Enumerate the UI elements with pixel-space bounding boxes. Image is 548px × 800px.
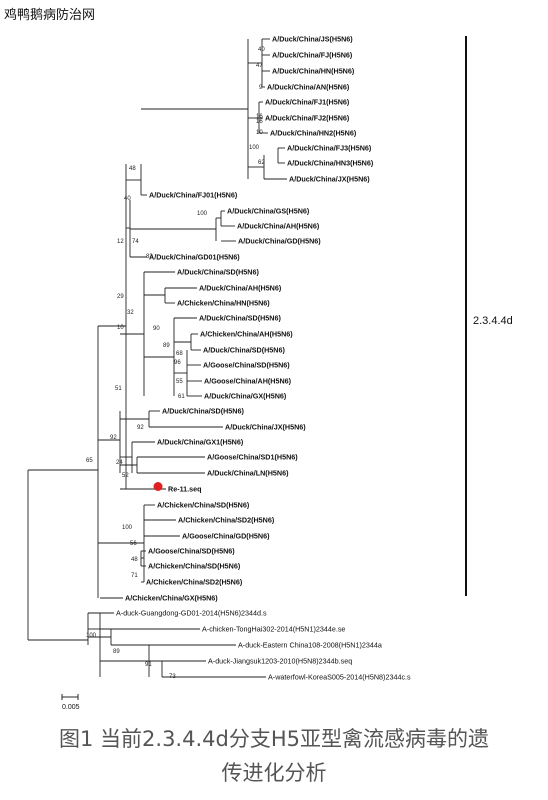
taxon-label: A/Chicken/China/HN(H5N6) <box>177 299 270 308</box>
support-value: 55 <box>176 379 183 385</box>
taxon-label: A/Duck/China/FJ1(H5N6) <box>265 98 350 107</box>
taxon-label: A/Duck/China/GD01(H5N6) <box>149 253 240 262</box>
caption-line-1: 图1 当前2.3.4.4d分支H5亚型禽流感病毒的遗 <box>59 727 489 751</box>
support-value: 65 <box>86 458 93 464</box>
taxon-label: A/Chicken/China/SD2(H5N6) <box>178 516 275 525</box>
support-value: 47 <box>256 63 263 69</box>
taxon-label: A/Duck/China/SD(H5N6) <box>162 407 244 416</box>
support-value: 100 <box>122 525 133 531</box>
support-value: 74 <box>132 239 139 245</box>
taxon-label: A/Duck/China/LN(H5N6) <box>207 469 289 478</box>
support-value: 52 <box>122 473 129 479</box>
taxon-label: A/Duck/China/JX(H5N6) <box>225 423 306 432</box>
phylogenetic-tree: A/Duck/China/JS(H5N6) A/Duck/China/FJ(H5N… <box>27 35 513 711</box>
support-value: 100 <box>197 211 208 217</box>
taxon-label: A-duck-Jiangsuk1203-2010(H5N8)2344b.seq <box>208 657 352 666</box>
taxon-label: A/Duck/China/AH(H5N6) <box>199 284 282 293</box>
support-value: 56 <box>130 541 137 547</box>
support-value: 16 <box>256 119 263 125</box>
taxon-label: A-duck-Guangdong-GD01-2014(H5N6)2344d.s <box>116 609 267 618</box>
support-value: 24 <box>116 460 123 466</box>
support-value: 48 <box>131 557 138 563</box>
support-value: 32 <box>127 310 134 316</box>
support-value: 48 <box>129 166 136 172</box>
taxon-label: A/Duck/China/AN(H5N6) <box>267 83 350 92</box>
caption-line-2: 传进化分析 <box>221 761 327 785</box>
support-value: 51 <box>115 386 122 392</box>
scale-bar-label: 0.005 <box>62 704 80 711</box>
taxon-label: A/Duck/China/HN(H5N6) <box>272 67 355 76</box>
taxon-label: A/Chicken/China/GX(H5N6) <box>125 594 218 603</box>
taxon-label: A-waterfowl-KoreaS005-2014(H5N8)2344c.s <box>268 673 411 682</box>
support-value: 83 <box>146 254 153 260</box>
taxon-label: A/Duck/China/SD(H5N6) <box>199 314 281 323</box>
taxon-label: A/Duck/China/GD(H5N6) <box>238 237 321 246</box>
support-value: 100 <box>249 145 260 151</box>
support-value: 100 <box>86 633 97 639</box>
support-value: 9 <box>259 85 263 91</box>
taxon-label: A/Chicken/China/SD2(H5N6) <box>146 578 243 587</box>
support-value: 29 <box>117 294 124 300</box>
taxon-label: A/Duck/China/JS(H5N6) <box>272 35 353 44</box>
taxon-label: A/Duck/China/GX(H5N6) <box>204 392 287 401</box>
taxon-label: A/Goose/China/SD(H5N6) <box>148 547 235 556</box>
support-value: 89 <box>163 343 170 349</box>
support-value: 68 <box>176 351 183 357</box>
taxon-label: A/Duck/China/FJ(H5N6) <box>272 51 353 60</box>
taxon-label: A/Chicken/China/SD(H5N6) <box>148 562 241 571</box>
highlight-marker <box>153 482 163 491</box>
taxon-label: A/Goose/China/SD1(H5N6) <box>207 453 298 462</box>
support-value: 10 <box>117 325 124 331</box>
support-value: 89 <box>113 649 120 655</box>
taxon-label: A/Chicken/China/AH(H5N6) <box>200 330 293 339</box>
support-value: 91 <box>145 662 152 668</box>
taxon-label: A-chicken-TongHai302-2014(H5N1)2344e.se <box>202 625 345 634</box>
taxon-label: A/Goose/China/SD(H5N6) <box>203 361 290 370</box>
scale-bar: 0.005 <box>61 694 80 711</box>
taxon-label: A/Goose/China/GD(H5N6) <box>182 532 270 541</box>
taxon-label: Re-11.seq <box>168 485 202 494</box>
taxon-label: A/Duck/China/GS(H5N6) <box>227 207 310 216</box>
support-value: 92 <box>110 435 117 441</box>
support-value: 71 <box>131 573 138 579</box>
clade-label: 2.3.4.4d <box>473 315 513 327</box>
support-value: 92 <box>137 425 144 431</box>
support-value: 40 <box>258 47 265 53</box>
support-value: 10 <box>256 130 263 136</box>
support-value: 12 <box>117 239 124 245</box>
watermark-text: 鸡鸭鹅病防治网 <box>4 8 96 23</box>
taxon-label: A/Duck/China/FJ3(H5N6) <box>287 144 372 153</box>
support-value: 61 <box>178 394 185 400</box>
taxon-label: A/Duck/China/HN2(H5N6) <box>270 129 357 138</box>
support-value: 96 <box>174 360 181 366</box>
support-value: 16 <box>256 114 263 120</box>
taxon-label: A/Duck/China/AH(H5N6) <box>237 222 320 231</box>
support-value: 73 <box>169 674 176 680</box>
taxon-label: A/Duck/China/JX(H5N6) <box>289 175 370 184</box>
support-value: 62 <box>258 160 265 166</box>
taxon-label: A/Duck/China/SD(H5N6) <box>177 268 259 277</box>
figure-caption: 图1 当前2.3.4.4d分支H5亚型禽流感病毒的遗 传进化分析 <box>0 722 548 790</box>
taxon-label: A/Goose/China/AH(H5N6) <box>204 377 292 386</box>
taxon-label: A/Duck/China/FJ01(H5N6) <box>149 191 238 200</box>
taxon-label: A-duck-Eastern China108-2008(H5N1)2344a <box>238 641 382 650</box>
taxon-label: A/Duck/China/SD(H5N6) <box>203 346 285 355</box>
taxon-label: A/Duck/China/GX1(H5N6) <box>157 438 244 447</box>
taxon-label: A/Chicken/China/SD(H5N6) <box>157 501 250 510</box>
taxon-label: A/Duck/China/HN3(H5N6) <box>287 159 374 168</box>
support-value: 90 <box>153 326 160 332</box>
support-value: 40 <box>124 196 131 202</box>
taxon-label: A/Duck/China/FJ2(H5N6) <box>265 114 350 123</box>
